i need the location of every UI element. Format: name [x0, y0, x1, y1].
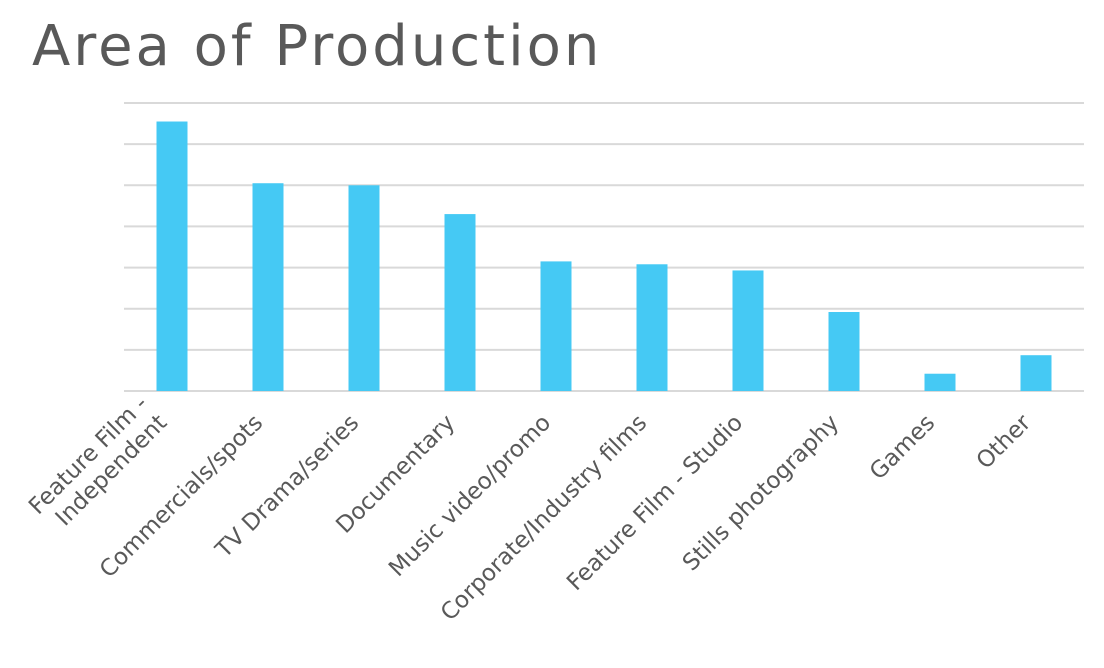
x-tick-label: Corporate/Industry films	[436, 410, 652, 626]
bar	[444, 214, 476, 391]
bar	[252, 183, 284, 391]
x-tick-label-line: Music video/promo	[384, 410, 556, 582]
bars	[156, 121, 1052, 391]
bar	[828, 312, 860, 391]
x-tick-label-line: Stills photography	[678, 410, 844, 576]
x-tick-label-line: Other	[972, 409, 1037, 474]
x-tick-label-line: Corporate/Industry films	[436, 410, 652, 626]
chart-title: Area of Production	[32, 14, 603, 79]
bar	[924, 373, 956, 391]
x-tick-label: Music video/promo	[384, 410, 556, 582]
x-tick-label: Stills photography	[678, 410, 844, 576]
x-tick-labels: Feature Film -IndependentCommercials/spo…	[24, 391, 1037, 626]
bar	[348, 185, 380, 391]
x-tick-label-line: Feature Film - Studio	[562, 410, 748, 596]
bar	[636, 264, 668, 391]
x-tick-label: Games	[865, 410, 940, 485]
bar	[732, 270, 764, 391]
gridlines	[124, 102, 1084, 392]
bar	[156, 121, 188, 391]
x-tick-label: Feature Film - Studio	[562, 410, 748, 596]
x-tick-label-line: Games	[865, 410, 940, 485]
x-tick-label: Other	[972, 409, 1037, 474]
bar	[540, 261, 572, 391]
bar	[1020, 355, 1052, 391]
